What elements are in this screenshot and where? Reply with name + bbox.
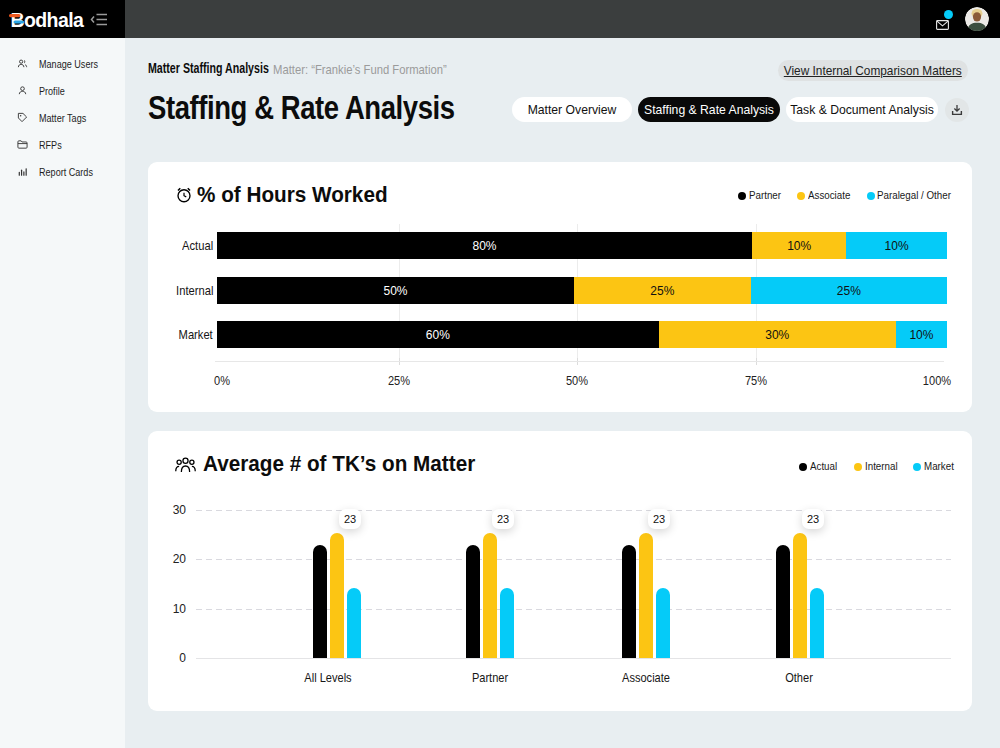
svg-text:Bodhala: Bodhala xyxy=(11,9,84,31)
